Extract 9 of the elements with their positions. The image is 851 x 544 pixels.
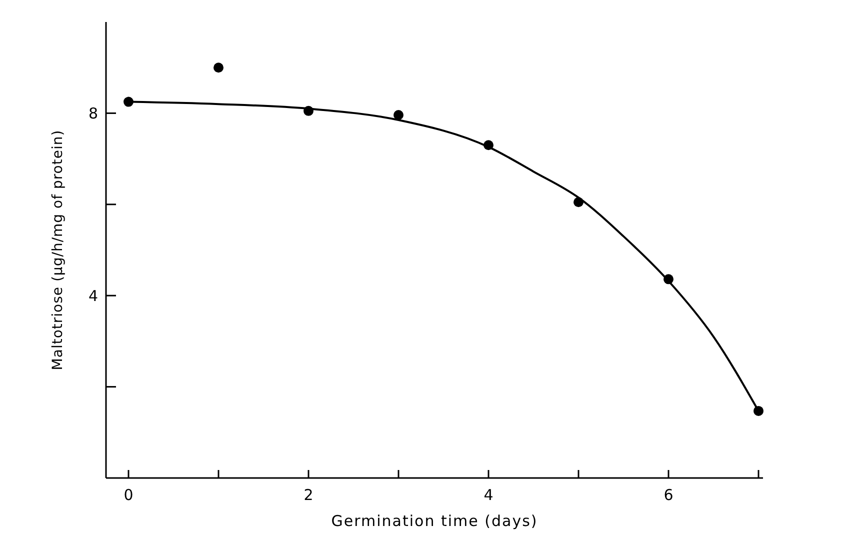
x-tick-label: 6 bbox=[664, 486, 674, 504]
x-tick-label: 2 bbox=[304, 486, 314, 504]
x-axis-title: Germination time (days) bbox=[331, 512, 538, 530]
point bbox=[394, 110, 404, 120]
y-axis-title: Maltotriose (μg/h/mg of protein) bbox=[50, 130, 66, 370]
x-tick-label: 4 bbox=[484, 486, 494, 504]
point bbox=[214, 62, 224, 73]
x-tick-label: 0 bbox=[124, 486, 134, 504]
y-tick-label: 8 bbox=[88, 104, 98, 122]
